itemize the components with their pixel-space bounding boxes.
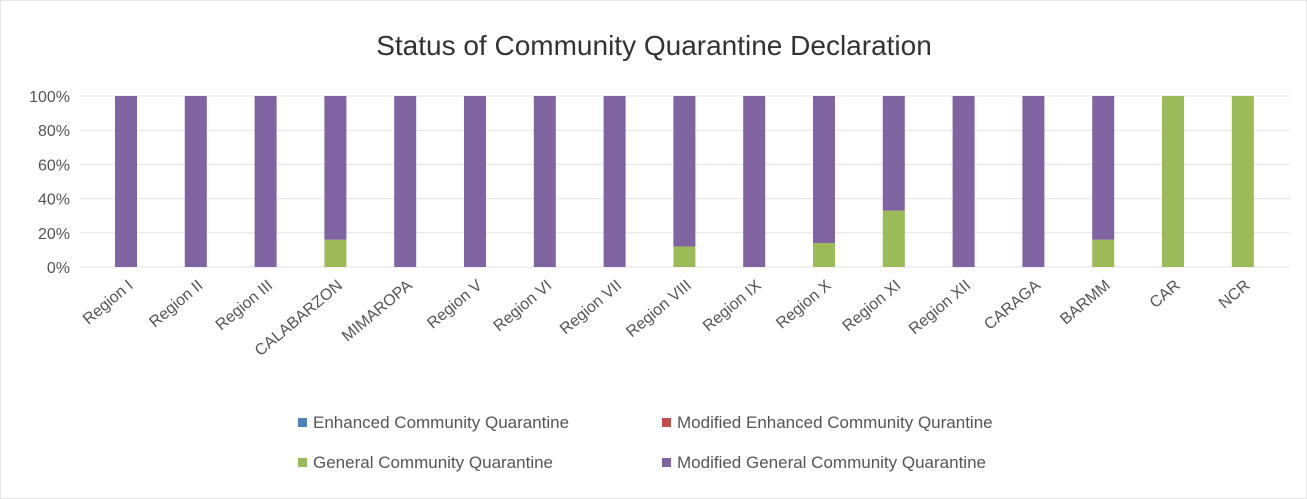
x-tick-label: MIMAROPA xyxy=(339,277,416,345)
bar-segment xyxy=(184,96,207,267)
chart-title: Status of Community Quarantine Declarati… xyxy=(376,30,932,61)
bar-segment xyxy=(324,239,347,267)
legend-label: General Community Quarantine xyxy=(313,453,553,472)
legend-swatch xyxy=(662,418,671,427)
bar-segment xyxy=(673,246,696,267)
bar-segment xyxy=(1092,96,1115,240)
x-tick-label: Region III xyxy=(213,277,276,334)
bar-segment xyxy=(394,96,417,267)
y-tick-label: 100% xyxy=(29,89,70,106)
x-tick-label: Region VI xyxy=(491,277,556,335)
bar-segment xyxy=(813,96,835,244)
bar-segment xyxy=(254,96,277,267)
y-tick-label: 40% xyxy=(38,192,70,209)
x-tick-label: BARMM xyxy=(1057,277,1114,328)
x-tick-label: Region VIII xyxy=(623,277,695,341)
legend: Enhanced Community Quarantine Modified En… xyxy=(298,413,993,472)
bars xyxy=(115,96,1254,267)
bar-segment xyxy=(464,96,486,267)
bar-segment xyxy=(324,96,347,240)
legend-swatch xyxy=(298,458,307,467)
legend-label: Modified Enhanced Community Qurantine xyxy=(677,413,993,432)
y-tick-label: 80% xyxy=(38,123,70,140)
bar-segment xyxy=(882,210,905,267)
bar-segment xyxy=(1231,96,1254,267)
x-tick-label: Region X xyxy=(773,277,835,333)
bar-segment xyxy=(673,96,696,247)
x-tick-label: NCR xyxy=(1216,277,1253,312)
legend-swatch xyxy=(662,458,671,467)
y-axis-ticks: 0% 20% 40% 60% 80% 100% xyxy=(29,89,70,277)
x-tick-label: CARAGA xyxy=(981,277,1044,334)
x-axis-labels: Region I Region II Region IIICALABARZONMIM… xyxy=(80,277,1253,360)
bar-segment xyxy=(1092,239,1115,267)
y-tick-label: 60% xyxy=(38,157,70,174)
x-tick-label: Region V xyxy=(424,277,486,333)
legend-swatch xyxy=(298,418,307,427)
bar-segment xyxy=(882,96,905,211)
x-tick-label: Region XII xyxy=(906,277,974,338)
y-tick-label: 20% xyxy=(38,226,70,243)
bar-segment xyxy=(743,96,766,267)
bar-segment xyxy=(115,96,137,267)
bar-segment xyxy=(1162,96,1184,267)
x-tick-label: Region IX xyxy=(700,277,765,335)
y-tick-label: 0% xyxy=(47,260,70,277)
x-tick-label: Region I xyxy=(80,277,137,328)
x-tick-label: CAR xyxy=(1147,277,1184,312)
bar-segment xyxy=(1022,96,1045,267)
legend-label: Enhanced Community Quarantine xyxy=(313,413,569,432)
x-tick-label: Region XI xyxy=(840,277,905,335)
x-tick-label: Region II xyxy=(146,277,206,331)
legend-label: Modified General Community Quarantine xyxy=(677,453,986,472)
bar-segment xyxy=(603,96,626,267)
x-tick-label: Region VII xyxy=(557,277,625,338)
bar-segment xyxy=(533,96,556,267)
bar-segment xyxy=(813,243,835,267)
bar-segment xyxy=(952,96,975,267)
